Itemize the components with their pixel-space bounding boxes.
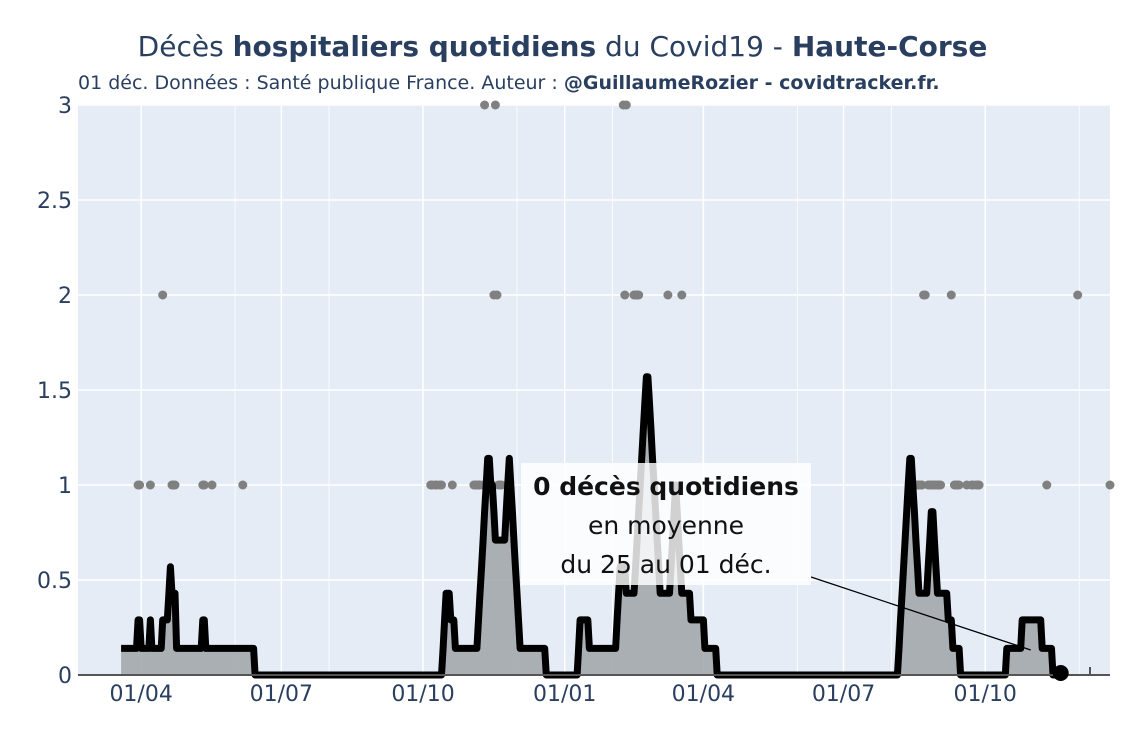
annotation-line-2: en moyenne bbox=[587, 511, 745, 540]
daily-point bbox=[135, 480, 145, 490]
daily-point bbox=[1105, 480, 1115, 490]
annotation-line-3: du 25 au 01 déc. bbox=[560, 550, 772, 579]
y-tick-label: 1.5 bbox=[37, 379, 72, 404]
daily-point bbox=[497, 480, 507, 490]
title-region: Haute-Corse bbox=[791, 30, 988, 63]
daily-point bbox=[158, 290, 168, 300]
annotation-line-1: 0 décès quotidiens bbox=[533, 472, 799, 501]
daily-point bbox=[437, 480, 446, 490]
x-tick-label: 01/04 bbox=[109, 682, 172, 707]
x-tick-label: 01/10 bbox=[391, 682, 454, 707]
daily-point bbox=[1042, 480, 1052, 490]
x-tick-label: 01/04 bbox=[672, 682, 735, 707]
x-tick-label: 01/07 bbox=[812, 682, 875, 707]
subtitle-source: 01 déc. Données : Santé publique France.… bbox=[78, 72, 564, 94]
daily-point bbox=[954, 480, 964, 490]
y-tick-label: 3 bbox=[58, 94, 72, 119]
annotation-arrow bbox=[810, 576, 1031, 651]
annotation-box: 0 décès quotidiens en moyenne du 25 au 0… bbox=[521, 463, 811, 585]
title-text-2: du Covid19 - bbox=[596, 30, 792, 63]
x-tick-label: 01/10 bbox=[954, 682, 1017, 707]
daily-point bbox=[480, 100, 490, 110]
daily-point bbox=[447, 480, 457, 490]
subtitle-author: @GuillaumeRozier - covidtracker.fr. bbox=[563, 72, 940, 94]
daily-point bbox=[490, 100, 500, 110]
daily-point bbox=[170, 480, 180, 490]
y-tick-label: 1 bbox=[58, 474, 72, 499]
title-bold-text: hospitaliers quotidiens bbox=[232, 30, 597, 63]
y-tick-label: 0.5 bbox=[37, 569, 72, 594]
x-tick-label: 01/01 bbox=[533, 682, 596, 707]
title-text: Décès bbox=[137, 30, 233, 63]
last-point-marker bbox=[1052, 665, 1069, 681]
x-tick-label: 01/07 bbox=[250, 682, 313, 707]
daily-point bbox=[1073, 290, 1083, 300]
daily-point bbox=[145, 480, 155, 490]
y-tick-label: 0 bbox=[58, 664, 72, 689]
daily-point bbox=[634, 290, 644, 300]
daily-point bbox=[238, 480, 248, 490]
y-tick-label: 2.5 bbox=[37, 189, 72, 214]
daily-point bbox=[677, 290, 687, 300]
daily-point bbox=[920, 290, 930, 300]
daily-point bbox=[207, 480, 217, 490]
chart-subtitle: 01 déc. Données : Santé publique France.… bbox=[78, 72, 940, 94]
daily-point bbox=[946, 290, 956, 300]
daily-point bbox=[621, 100, 631, 110]
daily-point bbox=[620, 290, 630, 300]
daily-point bbox=[199, 480, 209, 490]
daily-point bbox=[974, 480, 984, 490]
chart-title: Décès hospitaliers quotidiens du Covid19… bbox=[0, 30, 1125, 63]
daily-point bbox=[663, 290, 673, 300]
daily-point bbox=[492, 290, 502, 300]
y-tick-label: 2 bbox=[58, 284, 72, 309]
daily-point bbox=[936, 480, 946, 490]
